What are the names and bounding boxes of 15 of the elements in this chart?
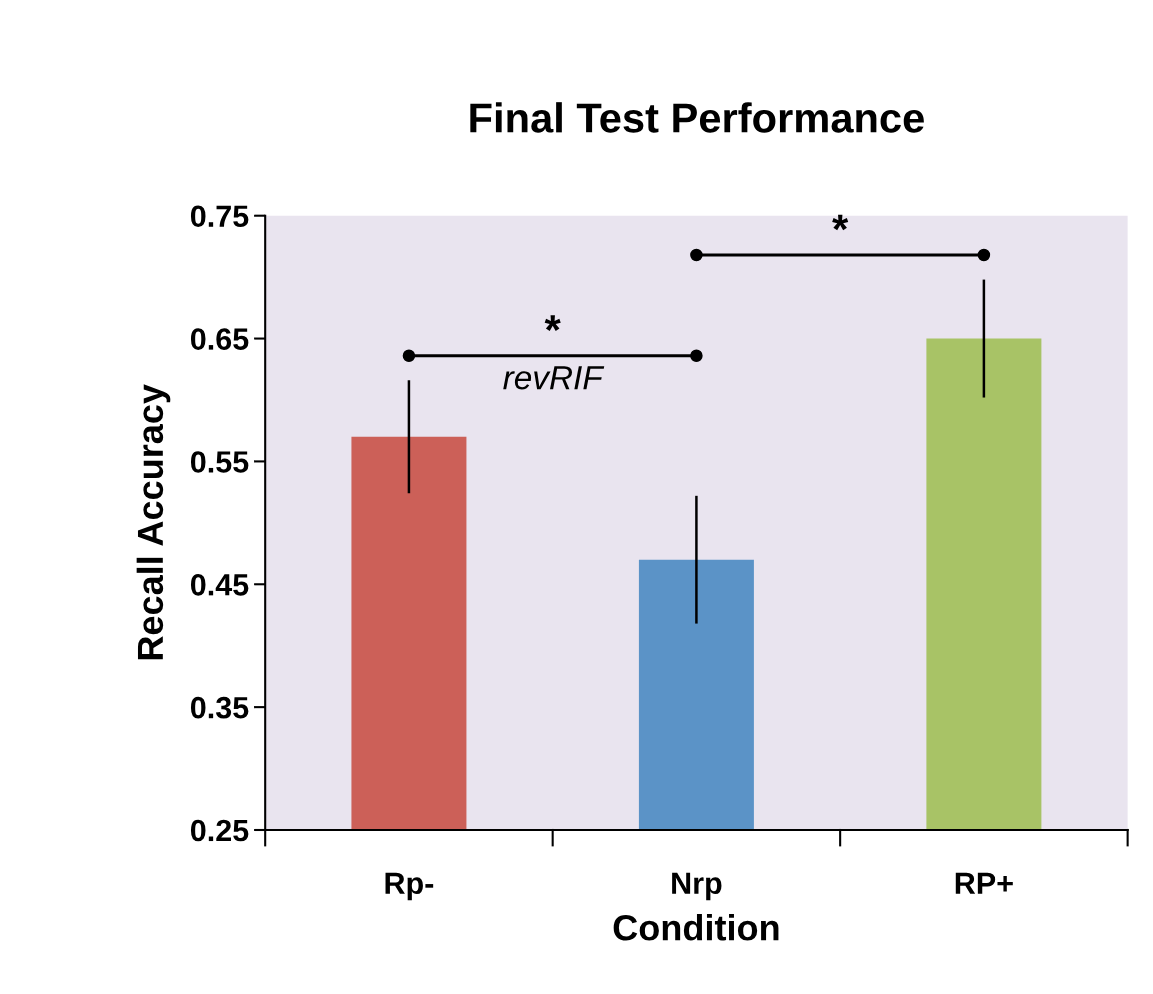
annotation: * — [832, 214, 849, 231]
y-axis-title: Recall Accuracy — [136, 384, 171, 660]
x-tick-label: Rp- — [385, 872, 434, 901]
chart-title: Final Test Performance — [470, 102, 924, 133]
x-tick-label: Nrp — [672, 872, 722, 901]
y-tick-label: 0.25 — [190, 819, 249, 842]
y-tick-label: 0.55 — [190, 451, 249, 473]
y-tick-label: 0.45 — [190, 574, 249, 596]
x-axis-title: Condition — [613, 914, 779, 941]
annotation: * — [544, 315, 561, 331]
x-tick-label: RP+ — [955, 872, 1013, 894]
y-tick-label: 0.75 — [190, 205, 249, 228]
annotation: revRIF — [503, 366, 605, 390]
y-tick-label: 0.35 — [190, 696, 249, 719]
y-tick-label: 0.65 — [190, 328, 249, 350]
